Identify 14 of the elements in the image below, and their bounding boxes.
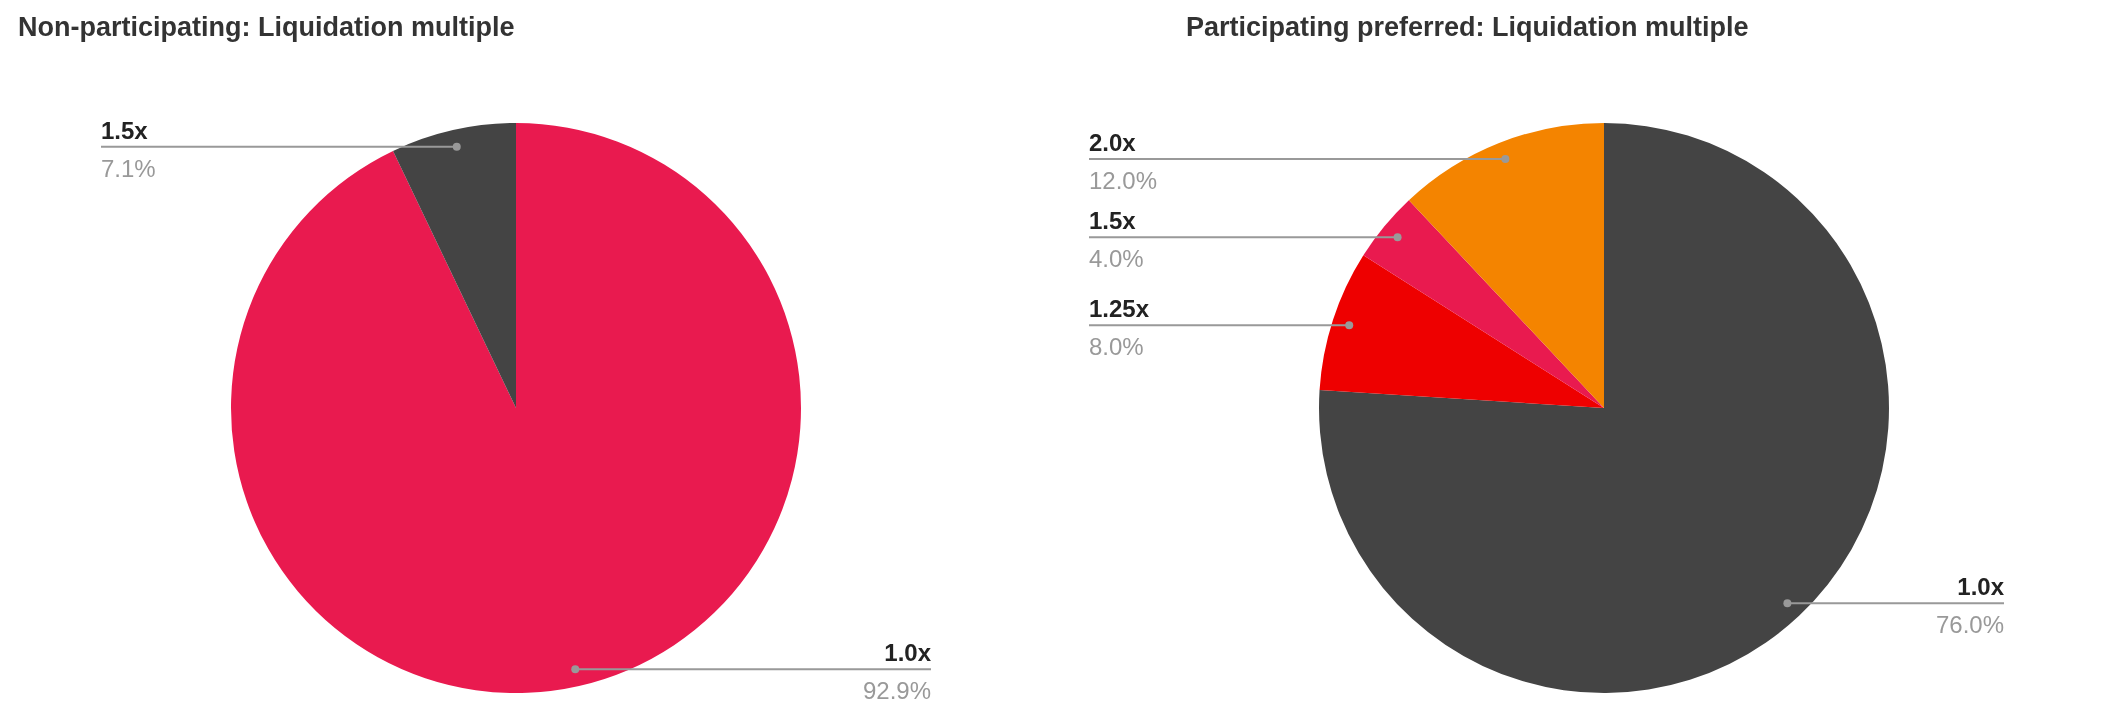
slice-label: 1.25x (1089, 295, 1150, 323)
slice-label: 1.5x (101, 116, 149, 144)
data-label: 4.0% (1089, 245, 1144, 273)
slice-label: 1.0x (884, 639, 932, 667)
data-label: 76.0% (1935, 611, 2004, 639)
slice-label: 2.0x (1089, 128, 1137, 156)
data-label: 12.0% (1089, 166, 1158, 194)
slice-label: 1.0x (1957, 573, 2005, 601)
chart-title: Non-participating: Liquidation multiple (18, 12, 515, 43)
slice-label: 1.5x (1089, 207, 1137, 235)
data-label: 8.0% (1089, 333, 1144, 361)
data-label: 92.9% (862, 677, 931, 705)
chart-title: Participating preferred: Liquidation multiple (1186, 12, 1749, 43)
data-label: 7.1% (101, 154, 156, 182)
